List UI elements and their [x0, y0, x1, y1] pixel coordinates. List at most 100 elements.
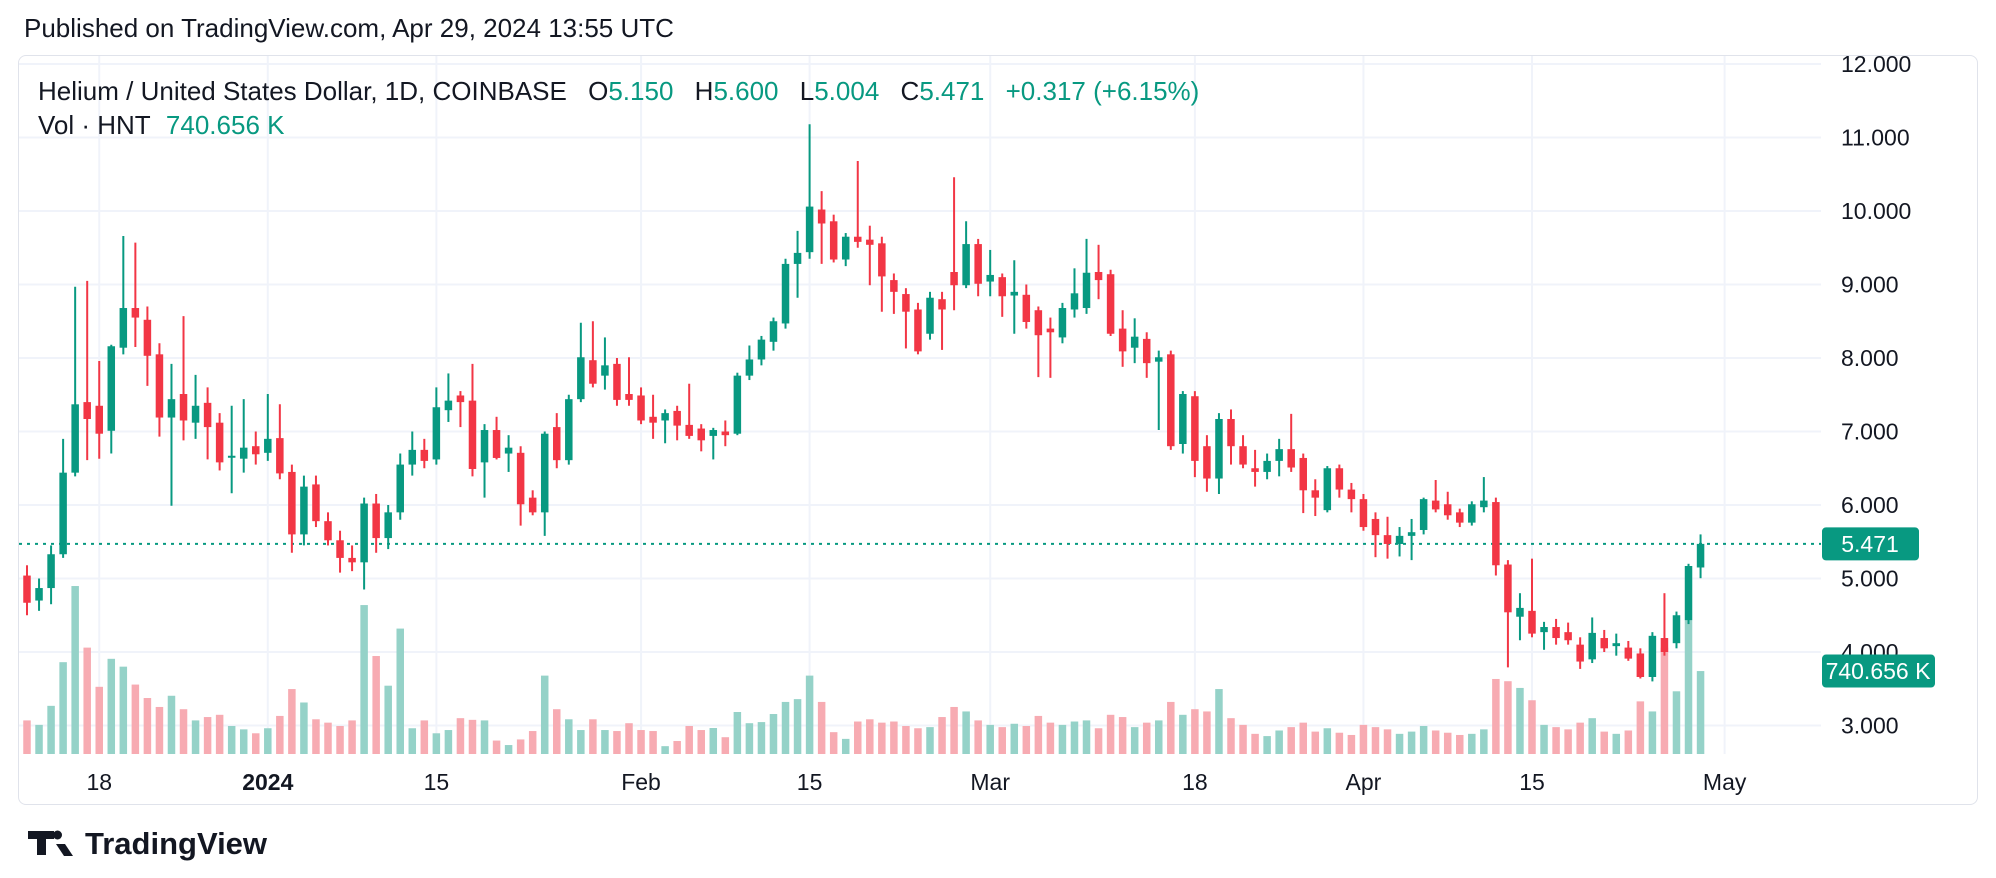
volume-bar [950, 706, 958, 754]
candle-body [1419, 499, 1428, 530]
volume-bar [1371, 727, 1380, 754]
volume-bar [1082, 720, 1091, 754]
volume-bar [131, 684, 140, 754]
candle-body [589, 360, 597, 384]
candle-body [167, 399, 176, 418]
candle-body [155, 354, 164, 418]
candle-body [1155, 357, 1163, 362]
candle-body [420, 449, 429, 461]
volume-bar [661, 746, 669, 754]
candle-body [516, 452, 525, 505]
volume-bar [215, 714, 224, 754]
candle-body [143, 319, 152, 356]
candle-body [1696, 543, 1705, 568]
volume-bar [1516, 687, 1524, 754]
candle-body [1636, 653, 1645, 677]
published-line: Published on TradingView.com, Apr 29, 20… [24, 13, 674, 44]
candle-body [276, 438, 284, 474]
candle-body [577, 357, 585, 400]
date-axis-label: 18 [86, 769, 112, 795]
candle-body [456, 395, 465, 403]
volume-bar [709, 728, 718, 754]
chart-legend: Helium / United States Dollar, 1D, COINB… [38, 74, 1199, 142]
price-axis-label: 3.000 [1841, 713, 1899, 739]
candle-body [95, 405, 103, 434]
candle-body [1552, 627, 1560, 639]
volume-bar [420, 720, 429, 754]
volume-bar [1696, 671, 1705, 754]
candle-body [83, 402, 91, 420]
tradingview-logo-text[interactable]: TradingView [85, 826, 268, 861]
volume-bar [35, 724, 43, 754]
candle-body [673, 410, 681, 426]
candle-body [781, 263, 790, 324]
volume-bar [685, 726, 693, 754]
price-axis-label: 6.000 [1841, 492, 1899, 518]
candle-body [23, 575, 31, 603]
volume-value: 740.656 K [165, 110, 285, 140]
candle-body [890, 280, 898, 292]
volume-bar [565, 719, 573, 754]
candle-body [396, 464, 404, 513]
volume-bar [697, 730, 705, 754]
candle-body [35, 588, 43, 601]
volume-bar [1239, 724, 1247, 754]
volume-bar [1383, 729, 1392, 754]
candle-body [565, 399, 573, 461]
published-text: Published on TradingView.com, Apr 29, 20… [24, 13, 674, 43]
candle-body [1287, 449, 1295, 468]
volume-bar [300, 702, 308, 754]
volume-bar [1648, 711, 1657, 754]
volume-bar [998, 727, 1006, 754]
volume-bar [1660, 647, 1669, 754]
volume-bar [227, 726, 236, 754]
volume-label: Vol · HNT [38, 110, 151, 140]
candle-body [1130, 336, 1139, 348]
volume-bar [47, 705, 55, 754]
volume-bar [1227, 718, 1235, 754]
candle-body [1022, 294, 1031, 322]
close-value: 5.471 [919, 76, 985, 106]
candle-body [1227, 419, 1235, 447]
candle-body [1516, 607, 1524, 617]
candle-body [938, 299, 946, 310]
candle-body [179, 394, 188, 421]
volume-bar [360, 605, 368, 754]
high-value: 5.600 [713, 76, 779, 106]
volume-bar [468, 719, 477, 754]
candle-body [926, 297, 934, 334]
volume-bar [890, 721, 898, 754]
candle-body [1239, 446, 1247, 465]
volume-bar [1492, 678, 1500, 754]
volume-bar [1552, 727, 1560, 754]
volume-bar [1167, 701, 1175, 754]
price-badge-text: 5.471 [1841, 531, 1899, 557]
candle-body [1191, 396, 1199, 461]
volume-bar [1251, 733, 1259, 754]
candle-body [408, 449, 417, 465]
candle-body [1034, 310, 1043, 336]
tradingview-logo-icon[interactable] [28, 827, 74, 861]
volume-bar [1311, 731, 1320, 754]
volume-bar [1118, 717, 1127, 754]
candle-body [914, 309, 922, 352]
candle-body [1359, 499, 1368, 528]
candle-body [637, 395, 645, 421]
volume-bar [805, 675, 814, 754]
candle-body [528, 497, 537, 513]
candle-body [1407, 532, 1416, 536]
price-axis-label: 12.000 [1841, 56, 1911, 77]
volume-bar [1215, 689, 1223, 754]
volume-bar [601, 730, 609, 754]
candle-body [613, 363, 621, 400]
volume-bar [938, 717, 946, 754]
chart-canvas[interactable]: 12.000 11.000 10.000 9.000 8.000 7.000 6.000 5.… [19, 56, 1977, 804]
candle-body [1600, 638, 1608, 649]
candle-body [1383, 535, 1392, 544]
volume-bar [95, 686, 103, 754]
candle-body [829, 221, 838, 260]
candle-body [986, 274, 994, 282]
volume-bar [673, 741, 681, 754]
volume-bar [1106, 714, 1115, 754]
candle-body [300, 486, 308, 535]
